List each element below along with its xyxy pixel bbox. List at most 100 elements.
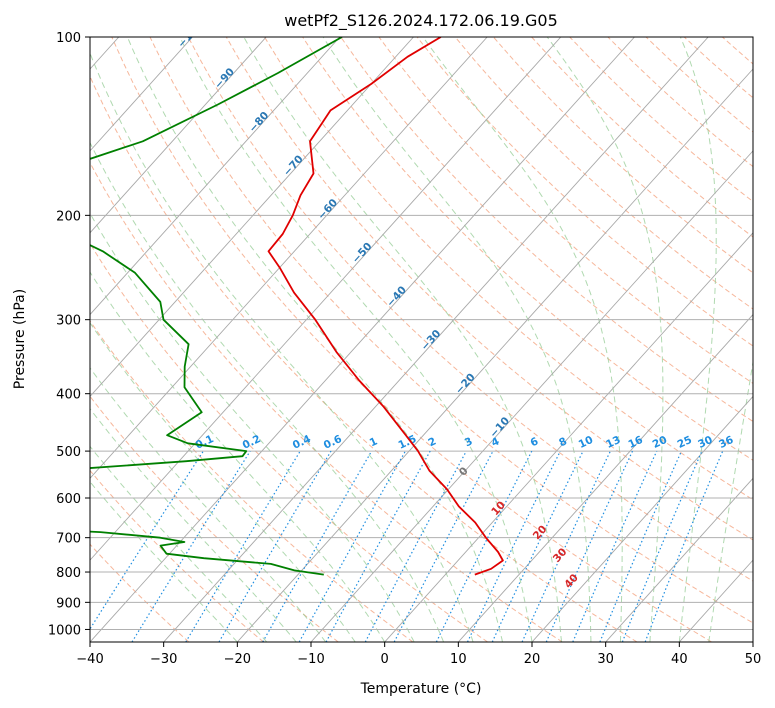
mixing-ratio-label: 25 <box>676 434 694 451</box>
dry-adiabat-label: −100 <box>176 20 205 51</box>
x-tick-label: −40 <box>76 652 103 667</box>
dry-adiabat <box>90 242 488 642</box>
mixing-ratio-line <box>131 450 251 642</box>
y-tick-label: 900 <box>56 596 81 611</box>
isotherm-line <box>310 150 753 642</box>
mixing-ratio-line <box>491 450 584 642</box>
y-tick-label: 300 <box>56 314 81 329</box>
isotherm-line <box>90 37 193 152</box>
y-tick-label: 100 <box>56 31 81 46</box>
isotherm-line <box>752 641 753 642</box>
chart-title: wetPf2_S126.2024.172.06.19.G05 <box>284 11 558 31</box>
moist-adiabat <box>90 407 297 642</box>
mixing-ratio-label: 0.2 <box>241 433 263 452</box>
isotherm-line <box>90 37 341 316</box>
dry-adiabat <box>90 161 563 642</box>
plot-frame <box>89 36 754 643</box>
mixing-ratio-label: 8 <box>557 435 569 449</box>
mixing-ratio-label: 1 <box>368 435 380 449</box>
mixing-ratio-line <box>90 450 204 631</box>
y-axis: 100 200 300 400 500 600 700 800 900 1000 <box>48 31 90 638</box>
moist-adiabat <box>708 359 753 642</box>
mixing-ratio-label: 0.1 <box>194 433 216 452</box>
dry-adiabat-label: −70 <box>281 153 306 178</box>
dry-adiabat <box>683 37 753 99</box>
dry-adiabat <box>416 37 753 347</box>
moist-adiabat <box>90 367 327 642</box>
y-tick-label: 200 <box>56 209 81 224</box>
moist-adiabat <box>90 271 386 642</box>
isotherm-line <box>90 37 267 234</box>
moist-adiabat <box>179 37 533 642</box>
x-tick-label: −10 <box>297 652 324 667</box>
x-axis-label: Temperature (°C) <box>360 681 482 697</box>
moist-adiabat-label: 10 <box>489 499 508 518</box>
moist-adiabat <box>90 141 445 642</box>
dry-adiabat <box>607 37 753 168</box>
y-tick-label: 400 <box>56 388 81 403</box>
mixing-ratio-label: 0.4 <box>291 433 313 452</box>
plot-area: 0.1 0.2 0.4 0.6 1 1.5 2 3 4 6 8 10 13 16 20 25 30 36−100−… <box>90 20 775 642</box>
isotherm-line <box>384 232 753 642</box>
x-tick-label: 30 <box>597 652 614 667</box>
x-tick-label: 10 <box>450 652 467 667</box>
mixing-ratio-line <box>466 450 561 642</box>
mixing-ratio-line <box>185 450 301 642</box>
dewpoint-profile <box>90 37 343 576</box>
moist-adiabat <box>90 445 268 642</box>
dry-adiabat <box>531 37 753 238</box>
x-tick-label: 20 <box>524 652 541 667</box>
mixing-ratio-label: 2 <box>426 435 438 449</box>
moist-adiabat <box>243 37 562 642</box>
dry-adiabat-label: −80 <box>247 110 272 135</box>
dry-adiabat-label: −90 <box>212 66 237 91</box>
mixing-ratio-line <box>521 450 611 642</box>
mixing-ratio-label: 13 <box>604 434 622 451</box>
dry-adiabat-label: −30 <box>419 328 444 353</box>
moist-adiabat-label: 30 <box>551 546 570 565</box>
dry-adiabat <box>90 75 638 642</box>
isotherm-line <box>678 559 753 642</box>
isotherm-line <box>457 313 753 642</box>
mixing-ratio-line <box>572 450 658 642</box>
moist-adiabat <box>90 322 356 642</box>
isotherm-line <box>605 477 753 642</box>
dry-adiabat <box>90 320 414 642</box>
x-tick-label: −30 <box>150 652 177 667</box>
x-tick-label: 50 <box>745 652 762 667</box>
dry-adiabat <box>264 37 753 501</box>
mixing-ratio-label: 6 <box>529 435 541 449</box>
isotherm-line <box>531 395 753 642</box>
dry-adiabat <box>302 37 753 461</box>
dry-adiabat <box>149 37 753 624</box>
moist-adiabat-label: 40 <box>562 572 581 591</box>
dry-adiabat <box>187 37 753 582</box>
dry-adiabat <box>454 37 753 310</box>
mixing-ratio-label: 0.6 <box>322 433 344 452</box>
mixing-ratio-line <box>298 450 406 642</box>
y-axis-label: Pressure (hPa) <box>12 289 28 389</box>
mixing-ratio-label: 16 <box>626 434 644 451</box>
x-axis: −40 −30 −20 −10 0 10 20 30 40 50 <box>76 642 761 667</box>
mixing-ratio-label: 30 <box>696 434 714 451</box>
dry-adiabat <box>761 37 775 642</box>
dry-adiabat-label: −40 <box>384 284 409 309</box>
y-tick-label: 800 <box>56 566 81 581</box>
y-tick-label: 1000 <box>48 623 81 638</box>
mixing-ratio-line <box>621 450 703 642</box>
mixing-ratio-label: 4 <box>490 435 502 449</box>
dry-adiabat <box>493 37 753 274</box>
x-tick-label: −20 <box>224 652 251 667</box>
dry-adiabat <box>340 37 753 423</box>
mixing-ratio-label: 20 <box>651 434 669 451</box>
dry-adiabat <box>90 543 190 642</box>
moist-adiabat <box>90 481 238 642</box>
isotherm-line <box>90 37 562 561</box>
mixing-ratio-line <box>644 450 724 642</box>
dry-adiabat-label: −50 <box>350 240 375 265</box>
temperature-profile <box>267 37 504 576</box>
mixing-ratio-line <box>435 450 533 642</box>
mixing-ratio-line <box>325 450 431 642</box>
mixing-ratio-label: 10 <box>577 434 595 451</box>
x-tick-label: 40 <box>671 652 688 667</box>
